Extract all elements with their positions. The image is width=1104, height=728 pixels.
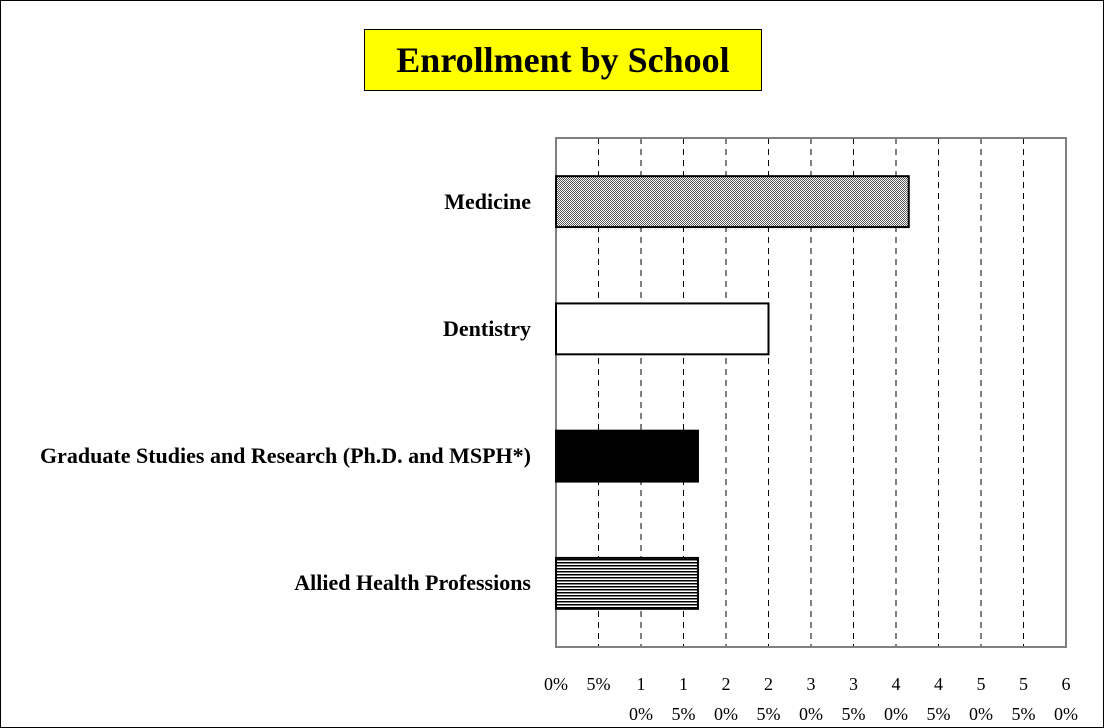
x-tick-label: 50% <box>969 674 993 724</box>
y-tick-label: Graduate Studies and Research (Ph.D. and… <box>40 443 531 469</box>
x-tick-label: 15% <box>671 674 696 724</box>
y-tick-label: Allied Health Professions <box>294 570 531 596</box>
x-tick-label: 30% <box>799 674 823 724</box>
x-tick-label: 25% <box>756 674 781 724</box>
y-tick-label-box: Graduate Studies and Research (Ph.D. and… <box>21 441 531 471</box>
x-tick-label: 20% <box>714 674 738 724</box>
x-tick-label: 40% <box>884 674 908 724</box>
y-tick-label-box: Allied Health Professions <box>21 568 531 598</box>
y-tick-label-box: Medicine <box>21 187 531 217</box>
x-tick-label: 55% <box>1011 674 1036 724</box>
plot-frame <box>555 137 1067 648</box>
y-tick-label: Dentistry <box>443 315 531 341</box>
x-tick-label: 60% <box>1054 674 1078 724</box>
x-tick-label: 10% <box>629 674 653 724</box>
x-tick-label: 45% <box>926 674 951 724</box>
y-tick-label: Medicine <box>444 188 531 214</box>
bar <box>555 429 699 483</box>
x-tick-label: 0% <box>544 674 568 694</box>
x-tick-label: 5% <box>586 674 611 694</box>
y-tick-label-box: Dentistry <box>21 314 531 344</box>
x-tick-label: 35% <box>841 674 866 724</box>
bar <box>555 556 699 610</box>
bar <box>555 175 910 229</box>
bar <box>555 302 770 356</box>
chart-title: Enrollment by School <box>364 29 762 91</box>
